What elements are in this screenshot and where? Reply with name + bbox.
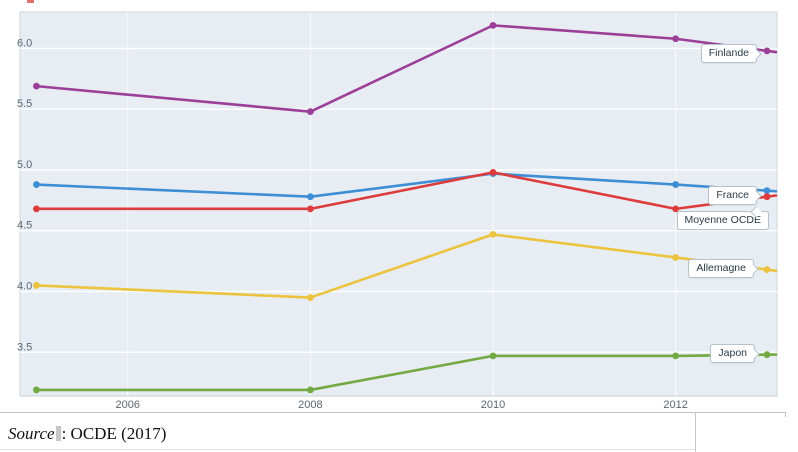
series-label-text: Moyenne OCDE: [684, 214, 761, 226]
text-cursor: [55, 426, 61, 441]
x-axis-tick-label: 2006: [116, 399, 140, 411]
source-rest: : OCDE (2017): [61, 424, 167, 443]
data-point-moyenne-ocde[interactable]: [763, 193, 771, 201]
series-label-text: Allemagne: [696, 262, 746, 274]
data-point-moyenne-ocde[interactable]: [672, 205, 680, 213]
y-axis-tick-label: 3.5: [17, 341, 32, 353]
data-point-finlande[interactable]: [33, 82, 40, 90]
series-label-moyenne-ocde: Moyenne OCDE: [676, 206, 769, 230]
x-axis-tick-label: 2010: [481, 399, 505, 411]
chart-image-border-stub: [785, 412, 786, 417]
table-cell-divider: [695, 412, 696, 452]
data-point-allemagne[interactable]: [33, 282, 40, 289]
y-axis-tick-label: 5.0: [17, 159, 32, 171]
x-axis-tick-label: 2008: [298, 399, 322, 411]
data-point-moyenne-ocde[interactable]: [489, 169, 497, 176]
data-point-finlande[interactable]: [489, 21, 497, 29]
data-point-france[interactable]: [33, 181, 40, 188]
source-caption: Source : OCDE (2017): [8, 424, 166, 444]
chart-plot-area: 6.0 5.5 5.0 4.5 4.0 3.5 2006 2008 2010 2012: [17, 11, 778, 411]
series-label-japon: Japon: [710, 344, 760, 363]
data-point-france[interactable]: [763, 187, 771, 195]
data-point-japon[interactable]: [306, 386, 314, 394]
data-point-finlande[interactable]: [672, 35, 680, 43]
y-axis-tick-label: 6.0: [17, 37, 32, 49]
chart-image-bottom-border: [0, 412, 786, 413]
series-label-france: France: [708, 186, 762, 205]
data-point-moyenne-ocde[interactable]: [33, 205, 40, 213]
red-mark: [27, 0, 34, 3]
series-label-text: Finlande: [708, 47, 749, 59]
data-point-japon[interactable]: [489, 352, 497, 360]
data-point-finlande[interactable]: [763, 47, 771, 55]
data-point-japon[interactable]: [672, 352, 680, 360]
data-point-japon[interactable]: [33, 386, 40, 394]
data-point-allemagne[interactable]: [672, 254, 680, 261]
data-point-moyenne-ocde[interactable]: [306, 205, 314, 213]
data-point-finlande[interactable]: [306, 108, 314, 116]
x-axis-tick-label: 2012: [663, 399, 687, 411]
data-point-allemagne[interactable]: [489, 230, 497, 238]
table-row-border: [0, 449, 695, 450]
y-axis-tick-label: 5.5: [17, 98, 32, 110]
y-axis-tick-label: 4.5: [17, 220, 32, 232]
data-point-japon[interactable]: [763, 351, 771, 359]
data-point-allemagne[interactable]: [306, 294, 314, 301]
series-label-text: Japon: [718, 347, 747, 359]
data-point-france[interactable]: [672, 181, 680, 188]
data-point-france[interactable]: [306, 193, 314, 201]
data-point-allemagne[interactable]: [763, 266, 771, 274]
series-label-allemagne: Allemagne: [688, 259, 759, 278]
series-label-finlande: Finlande: [700, 44, 762, 63]
source-word: Source: [8, 424, 55, 443]
y-axis-tick-label: 4.0: [17, 280, 32, 292]
series-label-text: France: [716, 189, 749, 201]
